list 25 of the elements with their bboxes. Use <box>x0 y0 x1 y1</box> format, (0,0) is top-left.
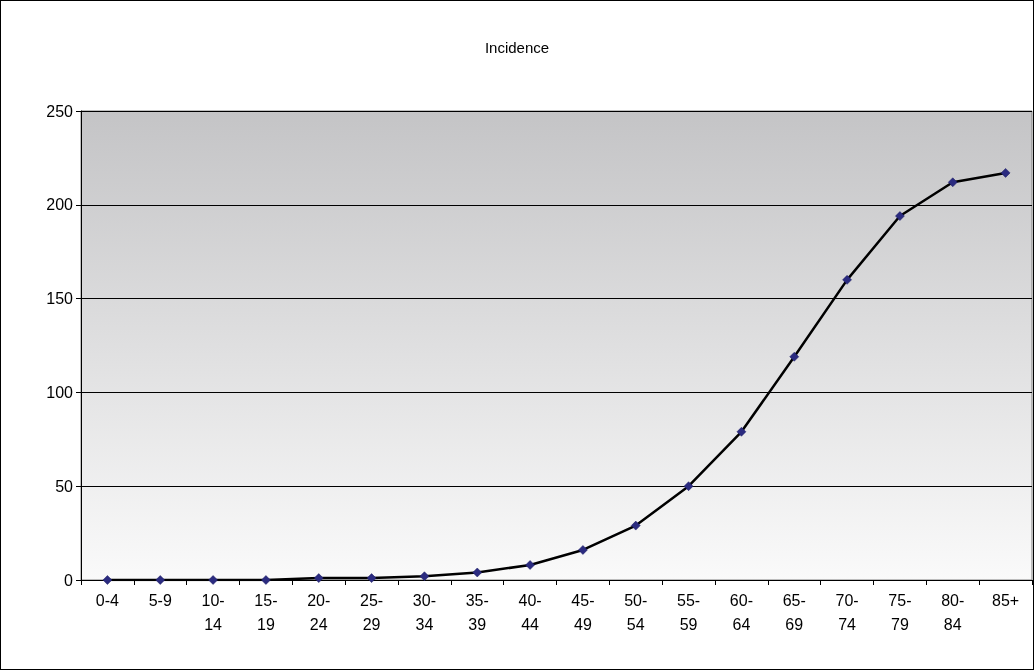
x-tick-label: 50-54 <box>624 591 648 633</box>
x-tick-label: 15-19 <box>254 591 278 633</box>
y-tick-label: 150 <box>46 290 74 308</box>
x-tick-label: 55-59 <box>677 591 701 633</box>
x-tick-label: 75-79 <box>888 591 912 633</box>
x-tick-label: 10-14 <box>201 591 225 633</box>
y-tick-label: 100 <box>46 383 74 401</box>
x-tick-label: 5-9 <box>148 591 172 609</box>
x-tick-label: 80-84 <box>941 591 965 633</box>
y-tick-label: 250 <box>46 102 74 120</box>
x-tick-label: 0-4 <box>95 591 120 609</box>
x-tick-label: 35-39 <box>465 591 489 633</box>
x-tick-label: 30-34 <box>412 591 436 633</box>
x-tick-label: 25-29 <box>360 591 384 633</box>
x-tick-label: 45-49 <box>571 591 595 633</box>
x-tick-label: 20-24 <box>307 591 331 633</box>
x-tick-label: 65-69 <box>782 591 806 633</box>
chart-title: Incidence <box>484 39 550 56</box>
x-tick-label: 85+ <box>992 591 1020 609</box>
x-tick-label: 40-44 <box>518 591 542 633</box>
x-tick-label: 70-74 <box>835 591 859 633</box>
y-tick-label: 0 <box>64 571 74 589</box>
y-tick-label: 50 <box>55 477 74 495</box>
x-tick-label: 60-64 <box>729 591 753 633</box>
y-tick-label: 200 <box>46 196 74 214</box>
